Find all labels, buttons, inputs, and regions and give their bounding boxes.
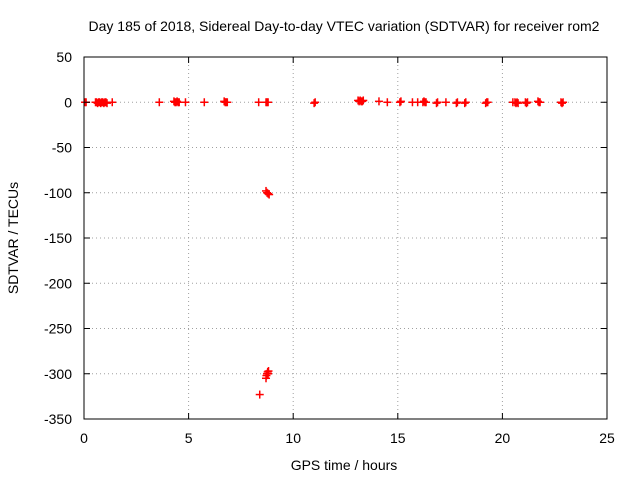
chart-title: Day 185 of 2018, Sidereal Day-to-day VTE…	[89, 18, 600, 34]
data-point	[103, 99, 112, 108]
data-point	[264, 367, 273, 376]
axis-ticks: 0 5 10 15 20 25 50 0 -50 -100 -150 -200 -250 -300 -350	[44, 49, 615, 446]
data-point	[223, 98, 232, 107]
data-point	[200, 98, 209, 107]
data-point	[460, 99, 469, 108]
y-tick-label: 50	[56, 49, 72, 65]
x-tick-label: 25	[599, 430, 615, 446]
data-point	[559, 98, 568, 107]
y-tick-label: -200	[44, 275, 72, 291]
data-point	[433, 98, 442, 107]
data-point	[264, 98, 273, 107]
data-point	[383, 98, 392, 107]
data-point	[461, 98, 470, 107]
data-point	[359, 96, 368, 105]
x-tick-label: 5	[185, 430, 193, 446]
x-tick-label: 0	[80, 430, 88, 446]
x-tick-label: 10	[285, 430, 301, 446]
data-point	[514, 99, 523, 108]
y-tick-label: -300	[44, 366, 72, 382]
data-point	[265, 190, 274, 199]
data-point	[536, 98, 545, 107]
data-point	[358, 97, 367, 106]
y-tick-label: -100	[44, 185, 72, 201]
x-tick-label: 15	[390, 430, 406, 446]
data-point	[374, 97, 383, 106]
data-point	[395, 98, 404, 107]
data-point	[254, 98, 263, 107]
data-point	[181, 98, 190, 107]
data-point	[310, 99, 319, 108]
data-point	[452, 99, 461, 108]
data-point	[523, 98, 532, 107]
data-point	[453, 98, 462, 107]
y-tick-label: -150	[44, 230, 72, 246]
data-point	[264, 189, 273, 198]
data-point	[311, 98, 320, 107]
y-tick-label: -50	[52, 140, 72, 156]
data-point	[483, 98, 492, 107]
data-point	[513, 98, 522, 107]
y-tick-label: -350	[44, 411, 72, 427]
data-point	[522, 99, 531, 108]
data-point	[441, 98, 450, 107]
x-tick-label: 20	[495, 430, 511, 446]
y-axis-label: SDTVAR / TECUs	[5, 182, 21, 294]
data-point	[155, 98, 164, 107]
data-point	[432, 99, 441, 108]
data-point	[255, 390, 264, 399]
data-point	[108, 98, 117, 107]
y-tick-label: -250	[44, 321, 72, 337]
data-points	[81, 96, 568, 399]
data-point	[422, 98, 431, 107]
data-point	[396, 97, 405, 106]
data-point	[558, 99, 567, 108]
grid	[84, 57, 607, 419]
x-axis-label: GPS time / hours	[291, 457, 398, 473]
y-tick-label: 0	[64, 94, 72, 110]
